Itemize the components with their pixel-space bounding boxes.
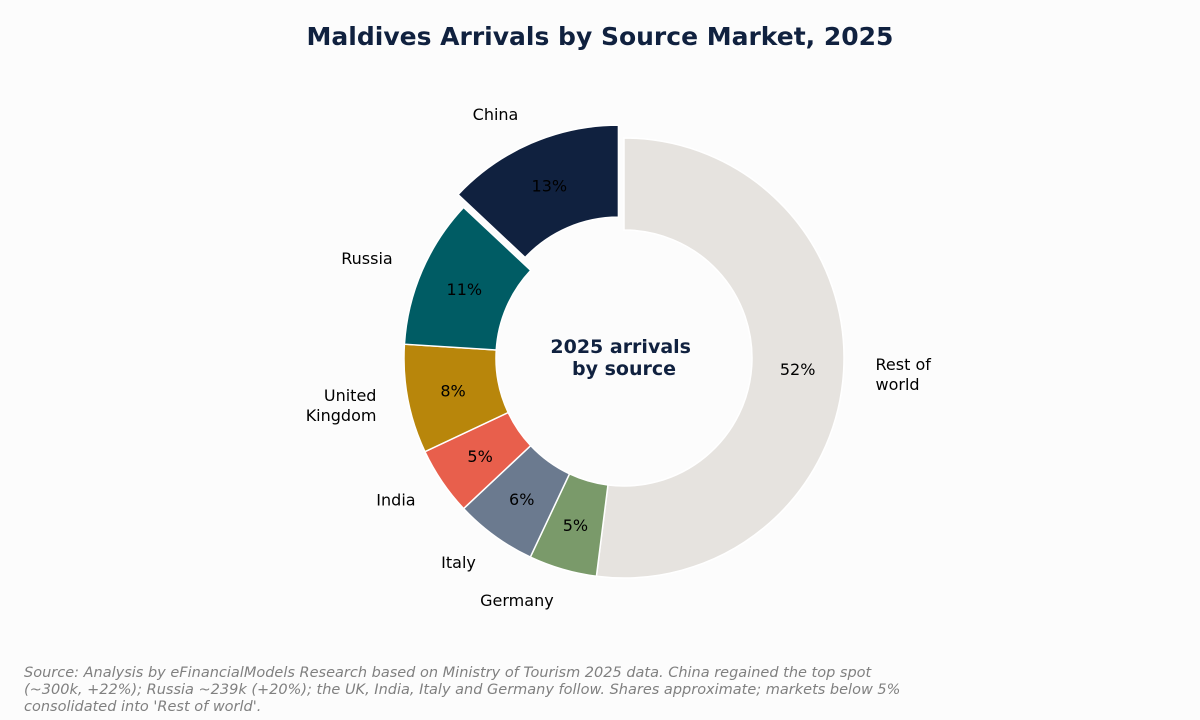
slice-china: [457, 124, 620, 259]
category-label-italy: Italy: [441, 553, 476, 572]
category-label-line: world: [876, 375, 920, 394]
category-label-line: United: [324, 386, 377, 405]
value-label-india: 5%: [467, 447, 492, 466]
category-label-india: India: [376, 491, 415, 510]
category-label-germany: Germany: [480, 591, 554, 610]
category-label-line: Rest of: [876, 355, 932, 374]
source-note: Source: Analysis by eFinancialModels Res…: [24, 665, 901, 715]
value-label-russia: 11%: [447, 280, 483, 299]
category-label-line: Italy: [441, 553, 476, 572]
category-label-rest-of-world: Rest of world: [876, 355, 932, 394]
value-label-china: 13%: [532, 176, 568, 195]
value-label-germany: 5%: [563, 516, 588, 535]
category-label-russia: Russia: [341, 249, 392, 268]
category-label-line: India: [376, 491, 415, 510]
slice-russia: [403, 206, 532, 351]
category-label-china: China: [473, 105, 519, 124]
category-label-line: Germany: [480, 591, 554, 610]
center-label-line-1: 2025 arrivals: [550, 336, 691, 358]
center-label-line-2: by source: [572, 358, 676, 380]
category-label-line: China: [473, 105, 519, 124]
center-label: 2025 arrivals by source: [550, 336, 697, 380]
category-label-line: Kingdom: [306, 406, 377, 425]
value-label-rest-of-world: 52%: [780, 360, 816, 379]
slice-rest-of-world: [595, 137, 845, 579]
category-label-line: Russia: [341, 249, 392, 268]
category-label-united-kingdom: United Kingdom: [306, 386, 377, 425]
value-label-italy: 6%: [509, 490, 534, 509]
chart-title: Maldives Arrivals by Source Market, 2025: [306, 22, 894, 51]
value-label-united-kingdom: 8%: [440, 382, 465, 401]
